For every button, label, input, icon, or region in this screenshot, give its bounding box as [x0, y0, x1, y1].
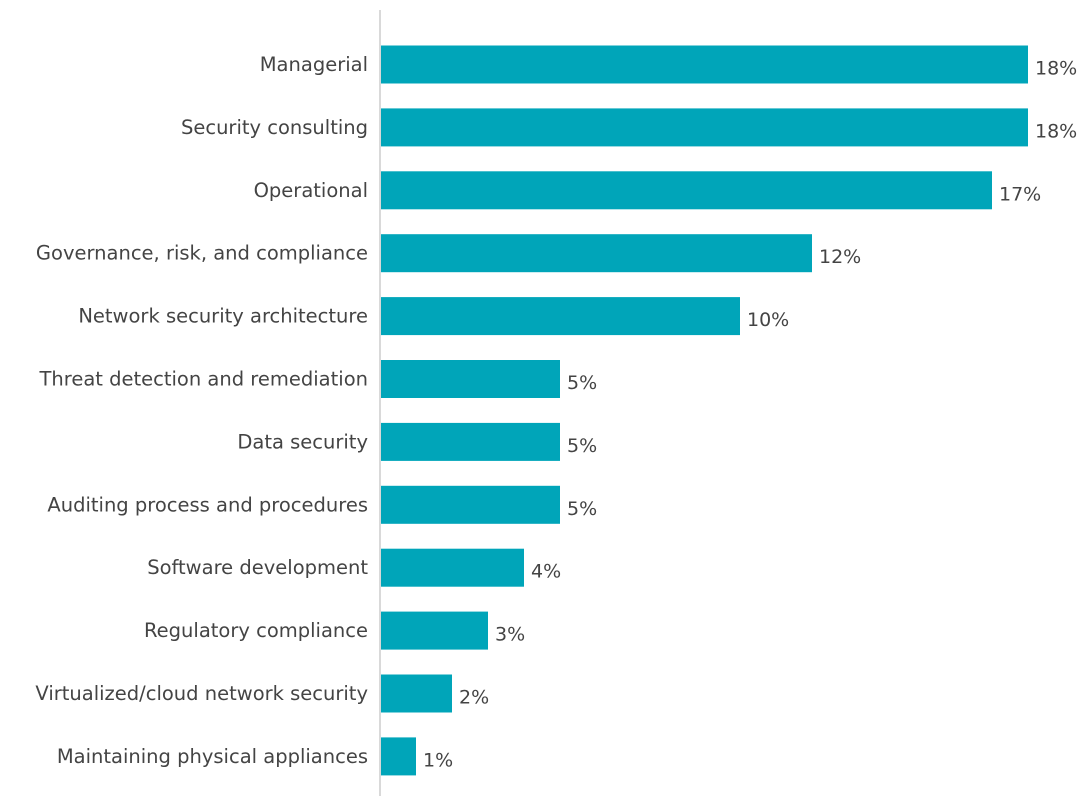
- value-label: 5%: [567, 435, 597, 457]
- bar-regulatory-compliance: [380, 611, 488, 650]
- category-label: Maintaining physical appliances: [57, 745, 368, 768]
- bar-maintaining-physical-appliances: [380, 737, 416, 776]
- category-label: Managerial: [260, 53, 368, 76]
- bar-managerial: [380, 45, 1028, 84]
- value-label: 5%: [567, 372, 597, 394]
- category-label: Regulatory compliance: [144, 619, 368, 642]
- value-labels: 18% 18% 17% 12% 10% 5% 5% 5% 4% 3% 2% 1%: [423, 58, 1077, 772]
- category-label: Threat detection and remediation: [38, 368, 368, 391]
- bar-auditing-process-and-procedures: [380, 485, 560, 524]
- bar-operational: [380, 171, 992, 210]
- value-label: 3%: [495, 624, 525, 646]
- category-label: Network security architecture: [78, 305, 368, 328]
- bar-data-security: [380, 422, 560, 461]
- bar-software-development: [380, 548, 524, 587]
- value-label: 4%: [531, 561, 561, 583]
- category-label: Security consulting: [181, 116, 368, 139]
- value-label: 18%: [1035, 120, 1077, 142]
- category-labels: Managerial Security consulting Operational…: [35, 53, 368, 768]
- bar-network-security-architecture: [380, 297, 740, 336]
- value-label: 12%: [819, 246, 861, 268]
- value-label: 10%: [747, 309, 789, 331]
- value-label: 18%: [1035, 58, 1077, 80]
- category-label: Software development: [147, 556, 368, 579]
- bars-layer: [380, 45, 1028, 776]
- bar-threat-detection-and-remediation: [380, 360, 560, 398]
- value-label: 5%: [567, 498, 597, 520]
- category-label: Data security: [237, 430, 368, 453]
- category-label: Auditing process and procedures: [47, 493, 368, 516]
- category-label: Operational: [254, 179, 368, 202]
- category-label: Governance, risk, and compliance: [36, 242, 368, 265]
- value-label: 17%: [999, 183, 1041, 205]
- bar-security-consulting: [380, 108, 1028, 147]
- value-label: 1%: [423, 749, 453, 771]
- bar-virtualized-cloud-network-security: [380, 674, 452, 713]
- category-label: Virtualized/cloud network security: [35, 682, 368, 705]
- value-label: 2%: [459, 687, 489, 709]
- bar-governance-risk-and-compliance: [380, 234, 812, 273]
